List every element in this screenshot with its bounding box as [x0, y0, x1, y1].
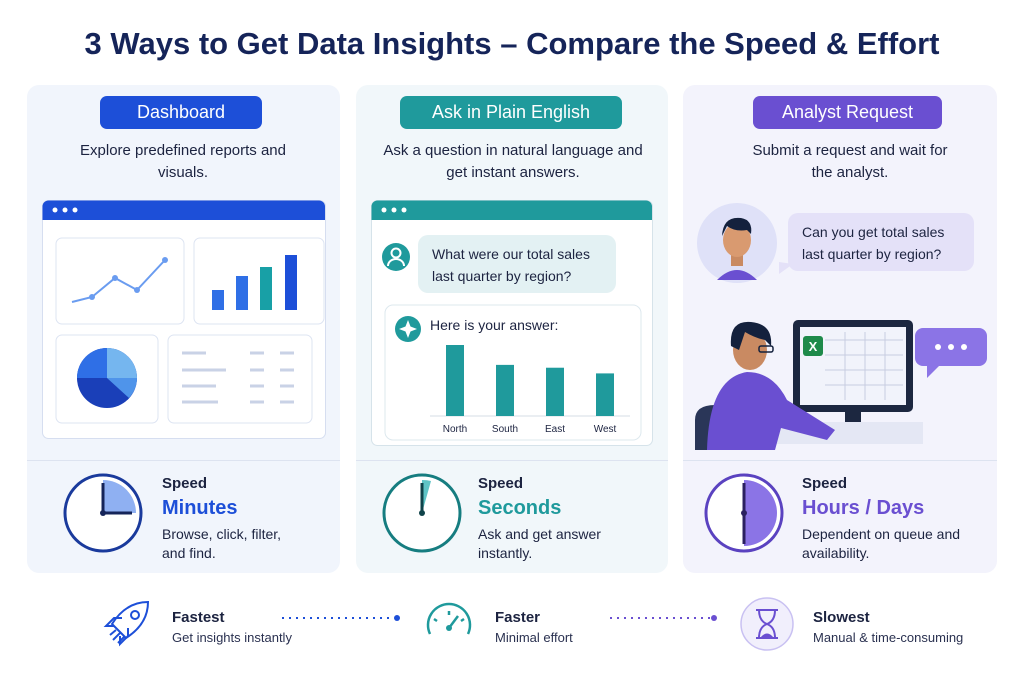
x-tick-label: North — [443, 424, 467, 435]
clock-icon — [63, 473, 143, 553]
bar — [596, 373, 614, 416]
speed-value: Hours / Days — [802, 497, 925, 519]
speed-note: Dependent on queue and availability. — [802, 526, 961, 561]
badge: Ask in Plain English — [400, 96, 622, 129]
speed-note: Ask and get answer instantly. — [478, 526, 601, 561]
description: Explore predefined reports and visuals. — [80, 142, 286, 181]
dashboard-illustration — [42, 200, 326, 439]
question-bubble: What were our total sales last quarter b… — [418, 235, 616, 293]
question-bubble: Can you get total sales last quarter by … — [788, 213, 974, 271]
footer-note: Manual & time-consuming — [813, 630, 964, 645]
x-tick-label: South — [492, 424, 518, 435]
bar — [446, 345, 464, 416]
speed-value: Seconds — [478, 497, 562, 519]
speed-value: Minutes — [162, 497, 238, 519]
badge: Analyst Request — [753, 96, 942, 129]
description: Ask a question in natural language and g… — [383, 142, 643, 181]
footer-graphics — [103, 597, 794, 651]
footer-label: Slowest — [813, 609, 870, 626]
footer-label: Faster — [495, 609, 541, 626]
bar — [546, 367, 564, 416]
badge: Dashboard — [100, 96, 262, 129]
answer-heading: Here is your answer: — [430, 317, 559, 333]
speed-label: Speed — [802, 475, 848, 492]
description: Submit a request and wait for the analys… — [752, 142, 948, 181]
speed-label: Speed — [162, 475, 208, 492]
x-tick-label: West — [594, 424, 617, 435]
bar — [496, 364, 514, 416]
speed-note: Browse, click, filter, and find. — [162, 526, 282, 561]
analyst-illustration: X — [695, 203, 987, 450]
clock-icon — [382, 473, 462, 553]
clock-icon — [704, 473, 784, 553]
x-tick-label: East — [545, 424, 565, 435]
title: 3 Ways to Get Data Insights – Compare th… — [84, 26, 940, 61]
footer-label: Fastest — [172, 609, 225, 626]
footer-note: Minimal effort — [495, 630, 573, 645]
svg-text:X: X — [809, 339, 818, 354]
answer-chart: North South East West — [430, 345, 630, 435]
footer-note: Get insights instantly — [172, 630, 292, 645]
speed-label: Speed — [478, 475, 524, 492]
